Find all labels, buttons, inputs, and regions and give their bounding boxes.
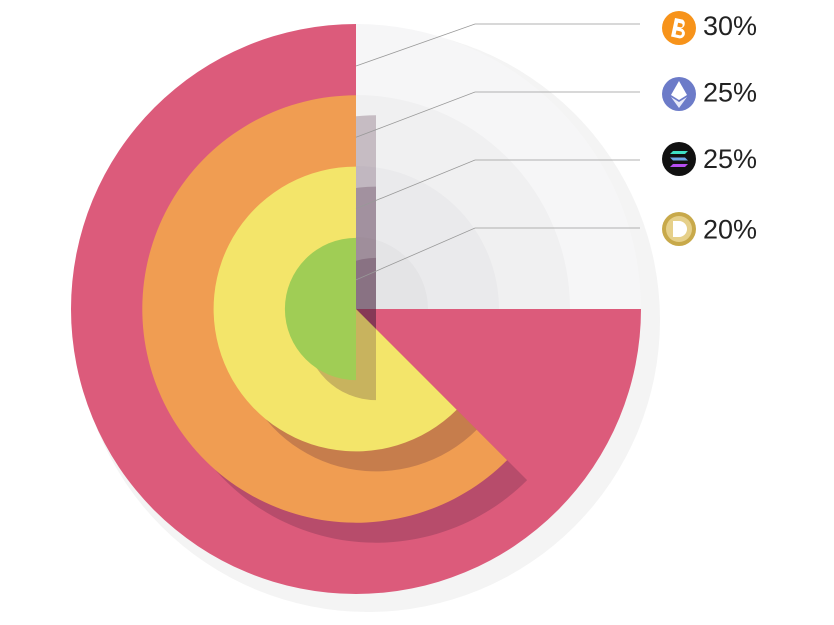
leader-line xyxy=(355,23,640,67)
bitcoin-icon xyxy=(662,11,696,45)
leader-line xyxy=(355,159,640,209)
icons xyxy=(662,11,696,246)
ethereum-icon xyxy=(662,77,696,111)
solana-icon xyxy=(662,142,696,176)
leader-lines xyxy=(355,23,640,281)
leader-line xyxy=(355,91,640,138)
sector xyxy=(284,237,356,381)
sectors xyxy=(71,24,641,594)
leader-line xyxy=(355,227,640,281)
value-label: 25% xyxy=(703,78,757,108)
value-label: 25% xyxy=(703,144,757,174)
value-label: 30% xyxy=(703,11,757,41)
labels: 30% 25% 25% 20% xyxy=(703,11,757,245)
value-label: 20% xyxy=(703,215,757,245)
dogecoin-icon xyxy=(662,212,696,246)
